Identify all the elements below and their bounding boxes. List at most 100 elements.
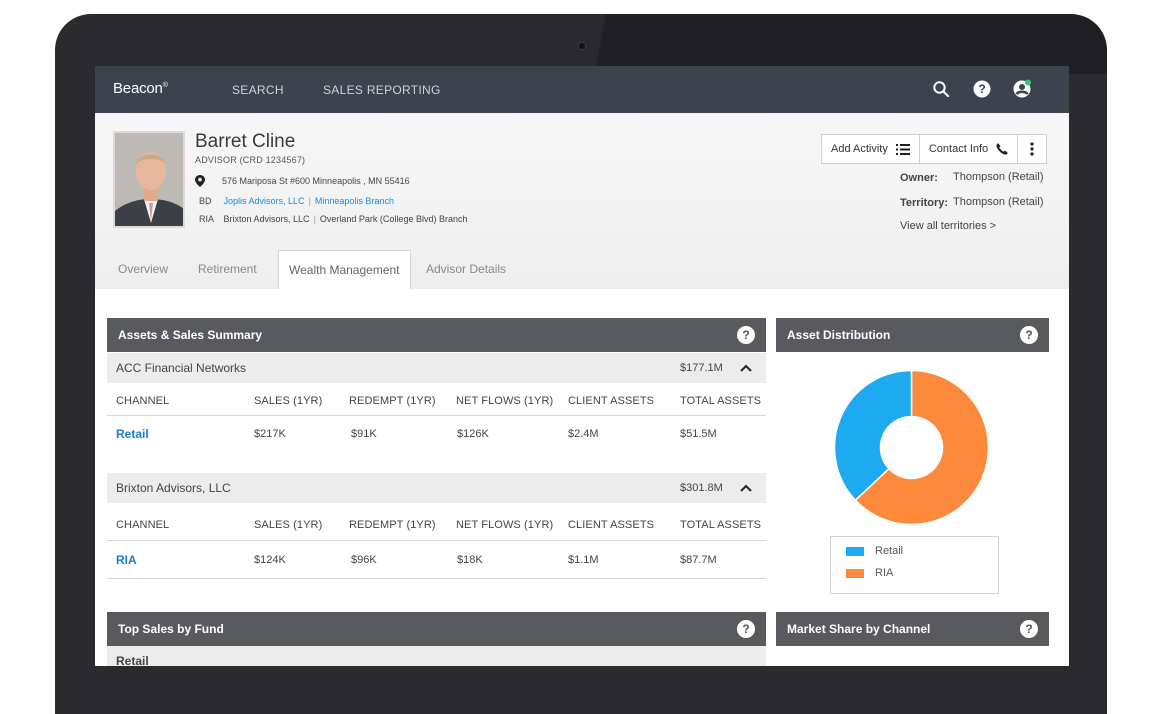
bd-firm-link[interactable]: Joplis Advisors, LLC (223, 196, 305, 206)
nav-search[interactable]: SEARCH (232, 83, 284, 97)
chevron-up-icon[interactable] (739, 481, 753, 495)
tab-retirement[interactable]: Retirement (198, 262, 257, 276)
help-icon[interactable]: ? (737, 620, 755, 638)
search-icon[interactable] (930, 78, 952, 100)
user-account-icon[interactable] (1011, 78, 1033, 100)
bd-label: BD (199, 196, 212, 206)
advisor-photo (113, 131, 185, 228)
help-icon[interactable]: ? (971, 78, 993, 100)
camera-icon (578, 42, 586, 50)
map-pin-icon (195, 175, 217, 187)
market-share-by-channel-title: Market Share by Channel (787, 622, 931, 636)
asset-distribution-legend: Retail RIA (830, 536, 999, 594)
nav-sales-reporting[interactable]: SALES REPORTING (323, 83, 441, 97)
assets-sales-summary-header: Assets & Sales Summary ? (107, 318, 766, 352)
tab-wealth-management[interactable]: Wealth Management (278, 250, 411, 289)
app-screen: Beacon® SEARCH SALES REPORTING ? Barret … (95, 66, 1069, 666)
ria-firm: Brixton Advisors, LLC (223, 214, 310, 224)
client-assets-value: $1.1M (568, 554, 599, 566)
list-icon (895, 143, 910, 155)
net-flows-value: $126K (457, 428, 489, 440)
owner-value: Thompson (Retail) (953, 171, 1044, 183)
territory-label: Territory: (900, 197, 949, 209)
top-sales-by-fund-header: Top Sales by Fund ? (107, 612, 766, 646)
column-header-net-flows: NET FLOWS (1YR) (456, 519, 554, 531)
tab-overview[interactable]: Overview (118, 262, 169, 276)
column-header-total-assets: TOTAL ASSETS (680, 395, 762, 407)
asset-distribution-header: Asset Distribution ? (776, 318, 1049, 352)
donut-slice-retail[interactable] (833, 369, 913, 502)
column-header-sales: SALES (1YR) (254, 519, 323, 531)
redempt-value: $91K (351, 428, 377, 440)
address-text: 576 Mariposa St #600 Minneapolis , MN 55… (222, 176, 410, 186)
redempt-value: $96K (351, 554, 377, 566)
add-activity-button[interactable]: Add Activity (822, 135, 920, 163)
ria-branch: Overland Park (College Blvd) Branch (319, 214, 468, 224)
assets-sales-summary-title: Assets & Sales Summary (118, 328, 263, 342)
add-activity-label: Add Activity (831, 143, 888, 155)
group-total: $177.1M (680, 362, 723, 374)
bd-row: BD Joplis Advisors, LLC | Minneapolis Bran… (199, 196, 394, 206)
advisor-header: Barret Cline ADVISOR (CRD 1234567) 576 M… (95, 113, 1069, 289)
sales-value: $217K (254, 428, 286, 440)
wealth-management-content: Assets & Sales Summary ? ACC Financial N… (95, 289, 1069, 666)
net-flows-value: $18K (457, 554, 483, 566)
beacon-logo[interactable]: Beacon® (113, 80, 168, 97)
bd-branch-link[interactable]: Minneapolis Branch (314, 196, 394, 206)
action-button-group: Add Activity Contact Info (821, 134, 1048, 164)
asset-distribution-donut-chart (833, 369, 990, 526)
top-sales-first-row: Retail (107, 646, 766, 666)
advisor-address: 576 Mariposa St #600 Minneapolis , MN 55… (195, 175, 410, 187)
top-sales-by-fund-title: Top Sales by Fund (118, 622, 224, 636)
group-acc-financial-networks[interactable]: ACC Financial Networks (107, 353, 766, 383)
svg-text:?: ? (978, 82, 985, 96)
phone-icon (996, 143, 1008, 155)
client-assets-value: $2.4M (568, 428, 599, 440)
channel-link-retail[interactable]: Retail (116, 427, 149, 441)
ria-row: RIA Brixton Advisors, LLC | Overland Park … (199, 214, 468, 224)
column-header-channel: CHANNEL (116, 519, 170, 531)
donut-slice-ria[interactable] (854, 369, 990, 526)
contact-info-label: Contact Info (928, 143, 989, 155)
asset-distribution-title: Asset Distribution (787, 328, 891, 342)
advisor-tabs: Overview Retirement Wealth Management Ad… (95, 250, 1069, 289)
column-header-redempt: REDEMPT (1YR) (349, 519, 436, 531)
total-assets-value: $87.7M (680, 554, 717, 566)
legend-swatch (846, 568, 864, 578)
chevron-up-icon[interactable] (739, 361, 753, 375)
group-brixton-advisors[interactable]: Brixton Advisors, LLC (107, 473, 766, 503)
column-header-net-flows: NET FLOWS (1YR) (456, 395, 554, 407)
market-share-by-channel-header: Market Share by Channel ? (776, 612, 1049, 646)
divider (107, 415, 766, 416)
help-icon[interactable]: ? (1020, 326, 1038, 344)
legend-label: RIA (875, 567, 894, 579)
help-icon[interactable]: ? (1020, 620, 1038, 638)
total-assets-value: $51.5M (680, 428, 717, 440)
view-all-territories-link[interactable]: View all territories > (900, 220, 997, 232)
sales-value: $124K (254, 554, 286, 566)
column-header-client-assets: CLIENT ASSETS (568, 519, 655, 531)
column-header-sales: SALES (1YR) (254, 395, 323, 407)
more-vertical-icon (1030, 142, 1034, 156)
legend-swatch (846, 546, 864, 556)
column-header-total-assets: TOTAL ASSETS (680, 519, 762, 531)
owner-label: Owner: (900, 172, 938, 184)
advisor-crd: ADVISOR (CRD 1234567) (195, 155, 306, 165)
divider (107, 578, 766, 579)
advisor-name: Barret Cline (195, 131, 296, 152)
column-header-client-assets: CLIENT ASSETS (568, 395, 655, 407)
column-header-redempt: REDEMPT (1YR) (349, 395, 436, 407)
territory-value: Thompson (Retail) (953, 196, 1044, 208)
legend-item-ria: RIA (846, 567, 893, 579)
tab-advisor-details[interactable]: Advisor Details (426, 262, 507, 276)
contact-info-button[interactable]: Contact Info (920, 135, 1019, 163)
legend-label: Retail (875, 545, 904, 557)
ria-label: RIA (199, 214, 215, 224)
help-icon[interactable]: ? (737, 326, 755, 344)
legend-item-retail: Retail (846, 545, 903, 557)
channel-link-ria[interactable]: RIA (116, 553, 137, 567)
divider (107, 540, 766, 541)
group-total: $301.8M (680, 482, 723, 494)
more-options-button[interactable] (1018, 135, 1046, 163)
top-navigation-bar: Beacon® SEARCH SALES REPORTING ? (95, 66, 1069, 113)
